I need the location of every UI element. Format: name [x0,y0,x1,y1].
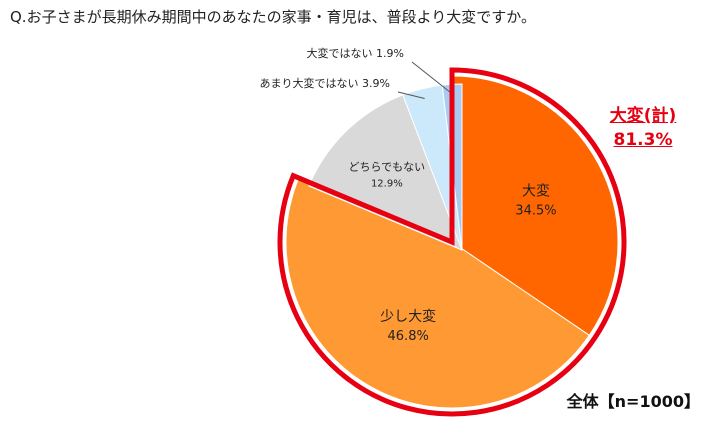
slice-labels: 大変 34.5% 少し大変 46.8% どちらでもない 12.9% あまり大変ではない 3.… [260,46,557,344]
sample-size-label: 全体【n=1000】 [566,392,700,411]
leader-line [411,61,454,95]
slice-value-label: 34.5% [515,204,556,219]
highlight-outline [277,67,627,417]
slice-value-label: 12.9% [371,178,403,189]
summary-label: 大変(計) [609,106,677,126]
summary-value: 81.3% [613,130,673,150]
pie-slice [451,75,619,337]
slice-label: どちらでもない [349,160,426,173]
question-text: Q.お子さまが長期休み期間中のあなたの家事・育児は、普段より大変ですか。 [10,8,536,26]
pie-slice [285,177,590,409]
pie-slices [285,75,619,409]
pie-slice [308,94,463,251]
slice-label: 大変 [522,183,550,200]
slice-label: 少し大変 [380,308,436,325]
leader-lines [397,61,454,100]
slice-value-label: 46.8% [388,329,429,344]
leader-line [397,91,425,100]
slice-label: 大変ではない 1.9% [307,46,404,60]
summary-callout: 大変(計) 81.3% [588,104,698,152]
slice-label: あまり大変ではない 3.9% [260,76,390,90]
